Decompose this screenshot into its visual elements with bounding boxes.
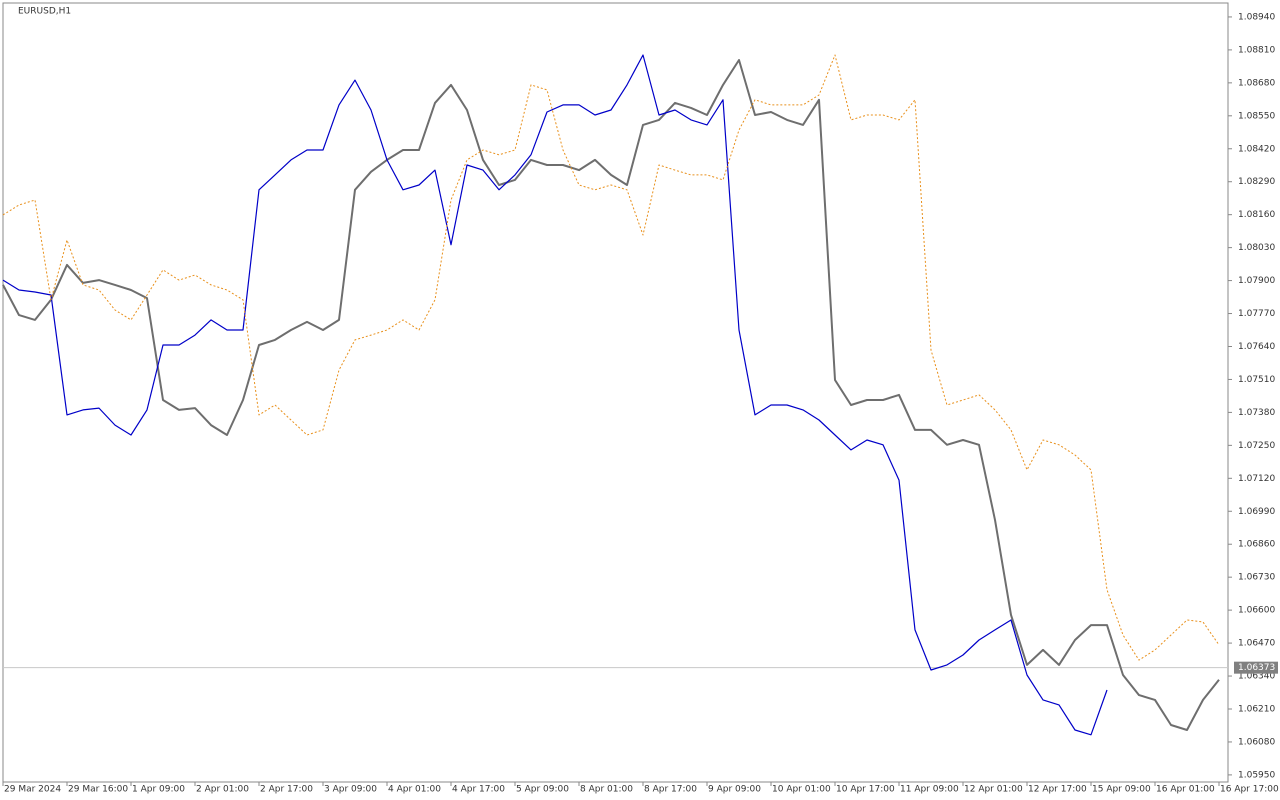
y-tick-label: 1.06340: [1238, 672, 1275, 682]
x-tick-label: 8 Apr 01:00: [580, 785, 633, 795]
y-tick-label: 1.08160: [1238, 210, 1275, 220]
x-tick-label: 16 Apr 17:00: [1220, 785, 1279, 795]
y-tick-label: 1.08550: [1238, 111, 1275, 121]
y-tick-label: 1.08420: [1238, 144, 1275, 154]
last-price-label: 1.06373: [1238, 663, 1275, 673]
x-tick-label: 2 Apr 01:00: [196, 785, 249, 795]
y-tick-label: 1.06080: [1238, 737, 1275, 747]
y-tick-label: 1.08940: [1238, 12, 1275, 22]
y-tick-label: 1.08290: [1238, 177, 1275, 187]
last-price-box: [1234, 661, 1278, 674]
y-tick-label: 1.08030: [1238, 243, 1275, 253]
x-tick-label: 29 Mar 2024: [4, 785, 61, 795]
series-line: [2, 59, 1220, 731]
x-tick-label: 4 Apr 17:00: [452, 785, 505, 795]
y-tick-label: 1.05950: [1238, 770, 1275, 780]
y-tick-label: 1.06860: [1238, 540, 1275, 550]
y-tick-label: 1.07120: [1238, 474, 1275, 484]
y-tick-label: 1.07900: [1238, 276, 1275, 286]
y-tick-label: 1.08680: [1238, 78, 1275, 88]
y-tick-label: 1.06730: [1238, 573, 1275, 583]
x-tick-label: 9 Apr 09:00: [708, 785, 761, 795]
y-tick-label: 1.06600: [1238, 606, 1275, 616]
chart-title: EURUSD,H1: [18, 7, 71, 17]
x-tick-label: 3 Apr 09:00: [324, 785, 377, 795]
series-line: [2, 54, 1108, 736]
x-tick-label: 10 Apr 17:00: [836, 785, 895, 795]
x-tick-label: 2 Apr 17:00: [260, 785, 313, 795]
y-tick-label: 1.07380: [1238, 408, 1275, 418]
x-tick-label: 4 Apr 01:00: [388, 785, 441, 795]
x-tick-label: 11 Apr 09:00: [900, 785, 959, 795]
y-tick-label: 1.07770: [1238, 309, 1275, 319]
x-tick-label: 29 Mar 16:00: [68, 785, 128, 795]
y-tick-label: 1.06210: [1238, 704, 1275, 714]
x-tick-label: 5 Apr 09:00: [516, 785, 569, 795]
y-tick-label: 1.07510: [1238, 375, 1275, 385]
y-tick-label: 1.08810: [1238, 45, 1275, 55]
x-tick-label: 12 Apr 01:00: [964, 785, 1023, 795]
y-tick-label: 1.06470: [1238, 639, 1275, 649]
x-tick-label: 16 Apr 01:00: [1156, 785, 1215, 795]
plot-frame: [2, 2, 1229, 783]
x-tick-label: 1 Apr 09:00: [132, 785, 185, 795]
x-tick-label: 15 Apr 09:00: [1092, 785, 1151, 795]
y-tick-label: 1.06990: [1238, 507, 1275, 517]
x-tick-label: 8 Apr 17:00: [644, 785, 697, 795]
series-line: [2, 54, 1220, 661]
y-tick-label: 1.07250: [1238, 441, 1275, 451]
x-tick-label: 12 Apr 17:00: [1028, 785, 1087, 795]
y-tick-label: 1.07640: [1238, 342, 1275, 352]
x-tick-label: 10 Apr 01:00: [772, 785, 831, 795]
